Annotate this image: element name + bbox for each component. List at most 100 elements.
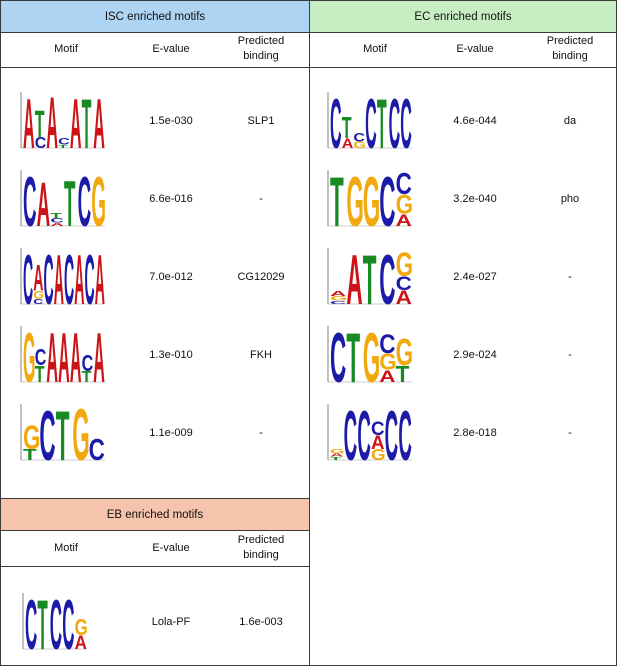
motif-row: C A T G C C T C C 4.6e-044 da bbox=[310, 82, 616, 160]
motif-row: G T C A A A T C A 1.3e-010 FKH bbox=[1, 316, 309, 394]
binding-cell: - bbox=[568, 271, 572, 283]
motif-letter-C: C bbox=[344, 398, 358, 468]
motif-letter-C: C bbox=[379, 242, 395, 312]
binding-cell: - bbox=[568, 349, 572, 361]
motif-letter-G: G bbox=[371, 447, 386, 464]
motif-row: C T C C A G Lola-PF 1.6e-003 bbox=[1, 583, 309, 661]
binding-cell: - bbox=[259, 193, 263, 205]
motif-letter-T: T bbox=[58, 144, 69, 149]
motif-letter-A: A bbox=[46, 86, 58, 156]
motif-letter-C: C bbox=[357, 398, 371, 468]
ec-panel: EC enriched motifs Motif E-value Predict… bbox=[309, 0, 617, 666]
motif-letter-G: G bbox=[363, 320, 380, 390]
motif-letter-A: A bbox=[330, 289, 346, 298]
motif-letter-A: A bbox=[93, 320, 105, 390]
motif-letter-A: A bbox=[50, 222, 64, 227]
motif-letter-A: A bbox=[58, 320, 70, 390]
motif-letter-G: G bbox=[363, 164, 380, 234]
motif-letter-T: T bbox=[396, 361, 410, 387]
motif-letter-T: T bbox=[363, 242, 377, 312]
motif-letter-G: G bbox=[330, 448, 345, 455]
motif-letter-G: G bbox=[23, 419, 40, 457]
motif-letter-C: C bbox=[39, 398, 55, 468]
motif-letter-C: C bbox=[58, 136, 70, 147]
motif-letter-C: C bbox=[23, 242, 33, 312]
motif-row: C A A C T T C G 6.6e-016- bbox=[1, 160, 309, 238]
eb-panel: EB enriched motifs Motif E-value Predict… bbox=[0, 498, 310, 666]
motif-letter-A: A bbox=[396, 212, 412, 231]
motif-row: C C G A C A C A C A 7.0e-012 CG12029 bbox=[1, 238, 309, 316]
motif-letter-T: T bbox=[346, 320, 360, 390]
motif-letter-C: C bbox=[85, 242, 95, 312]
motif-letter-C: C bbox=[330, 320, 346, 390]
motif-letter-T: T bbox=[330, 164, 344, 234]
isc-panel: ISC enriched motifs Motif E-value Predic… bbox=[0, 0, 310, 499]
isc-column-header: Motif E-value Predicted binding bbox=[1, 32, 309, 68]
motif-letter-T: T bbox=[377, 86, 387, 156]
motif-row: T G C T G C 1.1e-009 - bbox=[1, 394, 309, 472]
motif-letter-C: C bbox=[396, 167, 412, 201]
motif-letter-A: A bbox=[33, 258, 43, 299]
motif-letter-G: G bbox=[23, 320, 35, 390]
binding-cell: da bbox=[563, 115, 577, 127]
evalue-cell: 1.3e-010 bbox=[149, 349, 193, 361]
evalue-cell: 6.6e-016 bbox=[149, 193, 193, 205]
motif-letter-T: T bbox=[330, 456, 342, 461]
motif-letter-C: C bbox=[35, 135, 47, 152]
motif-letter-A: A bbox=[371, 433, 385, 454]
motif-letter-A: A bbox=[379, 368, 395, 387]
motif-row: T G G C A G C 3.2e-040 pho bbox=[310, 160, 616, 238]
motif-letter-G: G bbox=[396, 191, 413, 220]
evalue-cell: 1.1e-009 bbox=[149, 427, 193, 439]
motif-letter-A: A bbox=[23, 86, 35, 156]
motif-letter-A: A bbox=[93, 86, 105, 156]
motif-letter-T: T bbox=[50, 212, 62, 221]
motif-letter-A: A bbox=[54, 242, 64, 312]
motif-letter-C: C bbox=[385, 398, 399, 468]
motif-letter-A: A bbox=[346, 242, 362, 312]
binding-cell: pho bbox=[560, 193, 580, 205]
evalue-column-label: E-value bbox=[152, 43, 190, 55]
binding-cell: FKH bbox=[250, 349, 272, 361]
isc-panel-header: ISC enriched motifs bbox=[1, 1, 309, 33]
binding-cell: CG12029 bbox=[237, 271, 285, 283]
evalue-cell: 7.0e-012 bbox=[149, 271, 193, 283]
evalue-cell: 1.5e-030 bbox=[149, 115, 193, 127]
motif-letter-C: C bbox=[62, 587, 74, 657]
motif-letter-G: G bbox=[75, 616, 88, 641]
motif-letter-T: T bbox=[37, 587, 47, 657]
isc-panel-title: ISC enriched motifs bbox=[104, 10, 206, 23]
motif-letter-T: T bbox=[64, 169, 75, 234]
ec-column-header: Motif E-value Predicted binding bbox=[310, 32, 616, 68]
motif-letter-G: G bbox=[33, 289, 44, 301]
eb-panel-title: EB enriched motifs bbox=[106, 508, 204, 521]
motif-column-label: Motif bbox=[54, 43, 78, 55]
motif-letter-C: C bbox=[400, 86, 412, 156]
motif-letter-G: G bbox=[396, 246, 413, 284]
binding-cell: SLP1 bbox=[247, 115, 275, 127]
motif-letter-T: T bbox=[35, 103, 45, 146]
ec-panel-header: EC enriched motifs bbox=[310, 1, 616, 33]
motif-letter-G: G bbox=[346, 164, 363, 234]
binding-column-label: Predicted binding bbox=[546, 35, 594, 62]
binding-cell: - bbox=[259, 427, 263, 439]
motif-letter-C: C bbox=[371, 419, 385, 440]
ec-panel-title: EC enriched motifs bbox=[414, 10, 512, 23]
motif-letter-A: A bbox=[95, 242, 105, 312]
eb-column-header: Motif E-value Predicted binding bbox=[1, 530, 309, 567]
motif-letter-C: C bbox=[330, 86, 342, 156]
motif-letter-C: C bbox=[25, 587, 37, 657]
binding-column-label: Predicted binding bbox=[237, 35, 285, 62]
motif-letter-T: T bbox=[342, 112, 352, 146]
motif-letter-A: A bbox=[75, 632, 87, 653]
evalue-cell: 3.2e-040 bbox=[453, 193, 497, 205]
motif-letter-C: C bbox=[365, 86, 377, 156]
motif-letter-A: A bbox=[396, 287, 412, 308]
motif-letter-C: C bbox=[89, 433, 105, 467]
